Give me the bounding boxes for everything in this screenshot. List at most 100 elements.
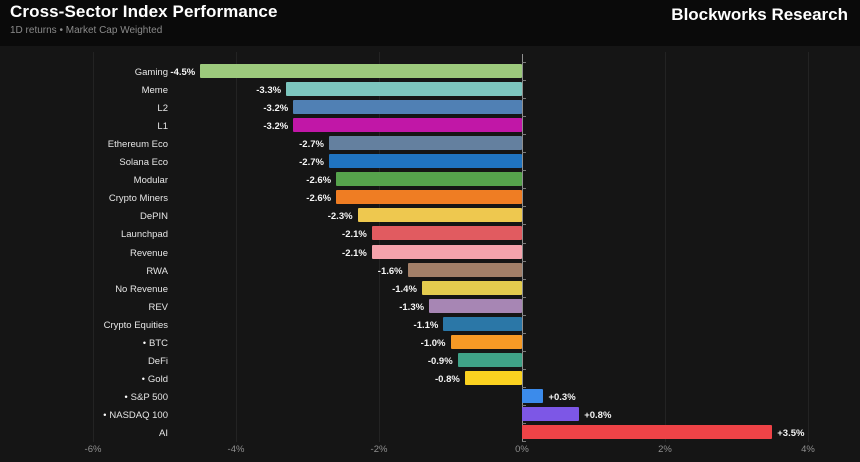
zero-axis-notch bbox=[522, 152, 526, 154]
zero-axis-notch bbox=[522, 350, 526, 352]
category-label-text: Meme bbox=[141, 85, 168, 97]
value-label-nasdaq-100: +0.8% bbox=[584, 409, 612, 421]
chart-row: Revenue -2.1% bbox=[0, 244, 860, 263]
value-label-rev: -1.3% bbox=[399, 301, 425, 313]
zero-axis-notch bbox=[522, 368, 526, 370]
zero-axis-notch bbox=[522, 386, 526, 388]
category-label-no-revenue: No Revenue bbox=[0, 284, 168, 295]
gridline bbox=[236, 52, 237, 442]
chart-row: • BTC -1.0% bbox=[0, 334, 860, 353]
chart-row: No Revenue -1.4% bbox=[0, 280, 860, 299]
bar-solana-eco[interactable] bbox=[328, 154, 522, 169]
chart-row: DeFi -0.9% bbox=[0, 352, 860, 371]
benchmark-dot-icon: • bbox=[141, 373, 145, 384]
value-label-solana-eco: -2.7% bbox=[299, 157, 324, 169]
value-label-crypto-equities: -1.1% bbox=[413, 319, 439, 331]
value-label-gaming: -4.5% bbox=[170, 67, 196, 78]
bar-crypto-equities[interactable] bbox=[443, 316, 522, 331]
category-label-modular: Modular bbox=[0, 175, 168, 186]
benchmark-dot-icon: • bbox=[142, 337, 146, 348]
chart-row: Modular -2.6% bbox=[0, 172, 860, 190]
value-label-crypto-miners: -2.6% bbox=[306, 193, 332, 205]
value-label-defi: -0.9% bbox=[427, 355, 453, 367]
bar-launchpad[interactable] bbox=[371, 226, 522, 241]
brand-logo: Blockworks Research bbox=[671, 5, 848, 24]
bar-nasdaq-100[interactable] bbox=[522, 406, 580, 421]
category-label-text: Solana Eco bbox=[119, 157, 168, 169]
value-label-no-revenue: -1.4% bbox=[392, 283, 417, 295]
bar-l1[interactable] bbox=[293, 118, 522, 133]
category-label-text: L2 bbox=[157, 103, 168, 115]
bar-modular[interactable] bbox=[336, 172, 522, 187]
gridline bbox=[93, 52, 94, 442]
category-label-text: Crypto Equities bbox=[103, 319, 168, 331]
bar-revenue[interactable] bbox=[371, 244, 522, 259]
category-label-gaming: Gaming bbox=[0, 67, 168, 78]
category-label-s-p-500: • S&P 500 bbox=[0, 392, 168, 403]
bar-depin[interactable] bbox=[357, 208, 522, 223]
bar-rev[interactable] bbox=[429, 298, 522, 313]
chart-row: Ethereum Eco -2.7% bbox=[0, 136, 860, 154]
chart-row: RWA -1.6% bbox=[0, 262, 860, 281]
bar-ai[interactable] bbox=[522, 425, 773, 439]
page-title: Cross-Sector Index Performance bbox=[10, 2, 278, 21]
benchmark-dot-icon: • bbox=[124, 391, 128, 402]
value-label-depin: -2.3% bbox=[327, 211, 353, 223]
chart-row: Gaming -4.5% bbox=[0, 64, 860, 82]
chart-row: Crypto Miners -2.6% bbox=[0, 190, 860, 208]
chart-row: Launchpad -2.1% bbox=[0, 226, 860, 244]
x-axis-tick-label: 0% bbox=[515, 444, 529, 455]
x-axis-tick-label: 4% bbox=[801, 444, 815, 455]
category-label-text: No Revenue bbox=[115, 283, 168, 295]
bar-l2[interactable] bbox=[293, 100, 522, 115]
zero-axis-notch bbox=[522, 314, 526, 316]
x-axis-tick-label: 2% bbox=[658, 444, 672, 455]
value-label-btc: -1.0% bbox=[420, 337, 446, 349]
chart-row: REV -1.3% bbox=[0, 298, 860, 317]
category-label-l1: L1 bbox=[0, 121, 168, 132]
category-label-defi: DeFi bbox=[0, 356, 168, 367]
zero-axis-notch bbox=[522, 260, 526, 262]
category-label-text: AI bbox=[159, 428, 168, 439]
category-label-meme: Meme bbox=[0, 85, 168, 96]
chart-row: • S&P 500 +0.3% bbox=[0, 388, 860, 407]
zero-axis-notch bbox=[522, 188, 526, 190]
chart-row: • NASDAQ 100 +0.8% bbox=[0, 406, 860, 425]
category-label-text: DeFi bbox=[147, 355, 168, 367]
value-label-l1: -3.2% bbox=[263, 121, 289, 133]
zero-axis-line bbox=[522, 54, 523, 442]
chart-row: Crypto Equities -1.1% bbox=[0, 316, 860, 335]
gridline bbox=[665, 52, 666, 442]
chart-header: Cross-Sector Index Performance 1D return… bbox=[0, 0, 860, 46]
category-label-launchpad: Launchpad bbox=[0, 229, 168, 240]
category-label-text: Crypto Miners bbox=[108, 193, 168, 205]
bar-s-p-500[interactable] bbox=[522, 388, 544, 403]
category-label-text: S&P 500 bbox=[130, 391, 168, 403]
chart-row: Meme -3.3% bbox=[0, 82, 860, 100]
zero-axis-notch bbox=[522, 242, 526, 244]
bar-btc[interactable] bbox=[450, 334, 522, 349]
bar-rwa[interactable] bbox=[407, 262, 522, 277]
category-label-ethereum-eco: Ethereum Eco bbox=[0, 139, 168, 150]
category-label-crypto-equities: Crypto Equities bbox=[0, 320, 168, 331]
bar-ethereum-eco[interactable] bbox=[328, 136, 522, 151]
bar-meme[interactable] bbox=[286, 82, 522, 97]
category-label-rev: REV bbox=[0, 302, 168, 313]
zero-axis-notch bbox=[522, 98, 526, 100]
chart-row: Solana Eco -2.7% bbox=[0, 154, 860, 172]
bar-crypto-miners[interactable] bbox=[336, 190, 522, 205]
bar-defi[interactable] bbox=[457, 352, 522, 367]
chart-row: L1 -3.2% bbox=[0, 118, 860, 136]
zero-axis-notch bbox=[522, 116, 526, 118]
x-axis-tick-label: -2% bbox=[370, 444, 388, 455]
bar-no-revenue[interactable] bbox=[421, 280, 522, 295]
category-label-l2: L2 bbox=[0, 103, 168, 114]
category-label-btc: • BTC bbox=[0, 338, 168, 349]
bar-gold[interactable] bbox=[464, 370, 522, 385]
value-label-rwa: -1.6% bbox=[377, 265, 403, 277]
x-axis-tick-label: -4% bbox=[227, 444, 245, 455]
bar-gaming[interactable] bbox=[200, 64, 522, 78]
value-label-modular: -2.6% bbox=[306, 175, 332, 187]
value-label-revenue: -2.1% bbox=[342, 247, 367, 259]
